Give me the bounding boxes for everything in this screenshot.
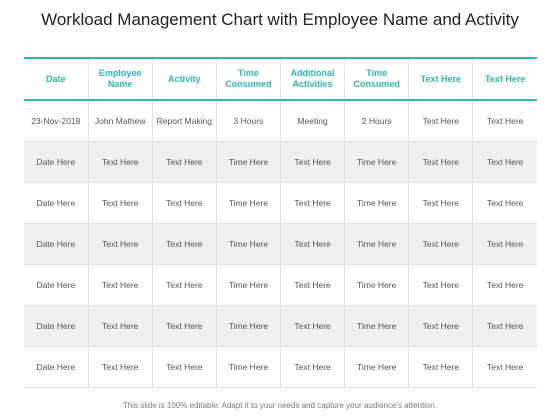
- table-cell: Date Here: [24, 223, 89, 265]
- table-cell: Time Here: [344, 141, 409, 183]
- table-cell: Text Here: [151, 223, 217, 265]
- column-header: Text Here: [408, 57, 473, 101]
- table-cell: Date Here: [24, 346, 89, 388]
- table-cell: Text Here: [279, 141, 345, 183]
- table-cell: Time Here: [215, 223, 281, 265]
- table-cell: Text Here: [472, 223, 537, 265]
- table-cell: Date Here: [24, 264, 89, 306]
- table-header: Date Employee Name Activity Time Consumed Ad…: [24, 57, 537, 101]
- table-cell: Text Here: [87, 141, 153, 183]
- table-cell: Text Here: [279, 264, 345, 306]
- table-row: 23-Nov-2018 John Mathew Report Making 3 Hou…: [24, 100, 537, 142]
- table-cell: 2 Hours: [344, 100, 409, 142]
- table-cell: Time Here: [215, 346, 281, 388]
- table-cell: Text Here: [472, 346, 537, 388]
- table-cell: Date Here: [24, 141, 89, 183]
- table-cell: Text Here: [408, 141, 473, 183]
- table-cell: Text Here: [472, 100, 537, 142]
- table-cell: Text Here: [87, 223, 153, 265]
- table-cell: Text Here: [87, 182, 153, 224]
- table-cell: Date Here: [24, 305, 89, 347]
- table-cell: Time Here: [215, 141, 281, 183]
- table-cell: Time Here: [344, 305, 409, 347]
- table-cell: Report Making: [151, 100, 217, 142]
- table-cell: Text Here: [151, 141, 217, 183]
- table-cell: Text Here: [408, 100, 473, 142]
- table-cell: Text Here: [151, 182, 217, 224]
- table-cell: Text Here: [87, 264, 153, 306]
- table-cell: Text Here: [279, 223, 345, 265]
- column-header: Text Here: [472, 57, 537, 101]
- page-title: Workload Management Chart with Employee …: [41, 10, 519, 29]
- table-cell: Text Here: [279, 182, 345, 224]
- table-cell: Time Here: [344, 346, 409, 388]
- table-row: Date Here Text Here Text Here Time Here Text…: [24, 264, 537, 306]
- table-body: 23-Nov-2018 John Mathew Report Making 3 Hou…: [24, 100, 537, 388]
- table-row: Date Here Text Here Text Here Time Here Text…: [24, 305, 537, 347]
- column-header: Time Consumed: [215, 57, 281, 101]
- column-header: Activity: [151, 57, 217, 101]
- table-cell: Text Here: [408, 223, 473, 265]
- table-row: Date Here Text Here Text Here Time Here Text…: [24, 346, 537, 388]
- table-cell: Text Here: [151, 264, 217, 306]
- table-cell: Text Here: [279, 305, 345, 347]
- table-cell: Text Here: [408, 182, 473, 224]
- column-header: Additional Activities: [279, 57, 345, 101]
- column-header: Time Consumed: [344, 57, 409, 101]
- table-cell: Text Here: [279, 346, 345, 388]
- table-row: Date Here Text Here Text Here Time Here Text…: [24, 141, 537, 183]
- workload-table-container: Date Employee Name Activity Time Consumed Ad…: [24, 57, 537, 388]
- table-cell: Text Here: [472, 182, 537, 224]
- table-cell: Text Here: [87, 346, 153, 388]
- workload-table: Date Employee Name Activity Time Consumed Ad…: [24, 57, 537, 388]
- column-header: Date: [24, 57, 89, 101]
- table-cell: Text Here: [87, 305, 153, 347]
- table-cell: Time Here: [215, 305, 281, 347]
- table-cell: Time Here: [344, 264, 409, 306]
- table-cell: Text Here: [472, 305, 537, 347]
- table-cell: Text Here: [151, 346, 217, 388]
- table-cell: Time Here: [215, 182, 281, 224]
- table-cell: Text Here: [472, 264, 537, 306]
- table-cell: Meeting: [279, 100, 345, 142]
- table-cell: Text Here: [408, 346, 473, 388]
- table-cell: Text Here: [408, 264, 473, 306]
- table-cell: John Mathew: [87, 100, 153, 142]
- table-cell: Text Here: [151, 305, 217, 347]
- table-cell: Time Here: [215, 264, 281, 306]
- table-cell: 3 Hours: [215, 100, 281, 142]
- table-cell: Date Here: [24, 182, 89, 224]
- table-cell: Time Here: [344, 223, 409, 265]
- footer-note: This slide is 100% editable. Adapt it to…: [122, 401, 438, 410]
- table-row: Date Here Text Here Text Here Time Here Text…: [24, 223, 537, 265]
- table-cell: Text Here: [408, 305, 473, 347]
- column-header: Employee Name: [87, 57, 153, 101]
- header-row: Date Employee Name Activity Time Consumed Ad…: [24, 57, 537, 101]
- table-cell: Text Here: [472, 141, 537, 183]
- table-row: Date Here Text Here Text Here Time Here Text…: [24, 182, 537, 224]
- table-cell: 23-Nov-2018: [24, 100, 89, 142]
- table-cell: Time Here: [344, 182, 409, 224]
